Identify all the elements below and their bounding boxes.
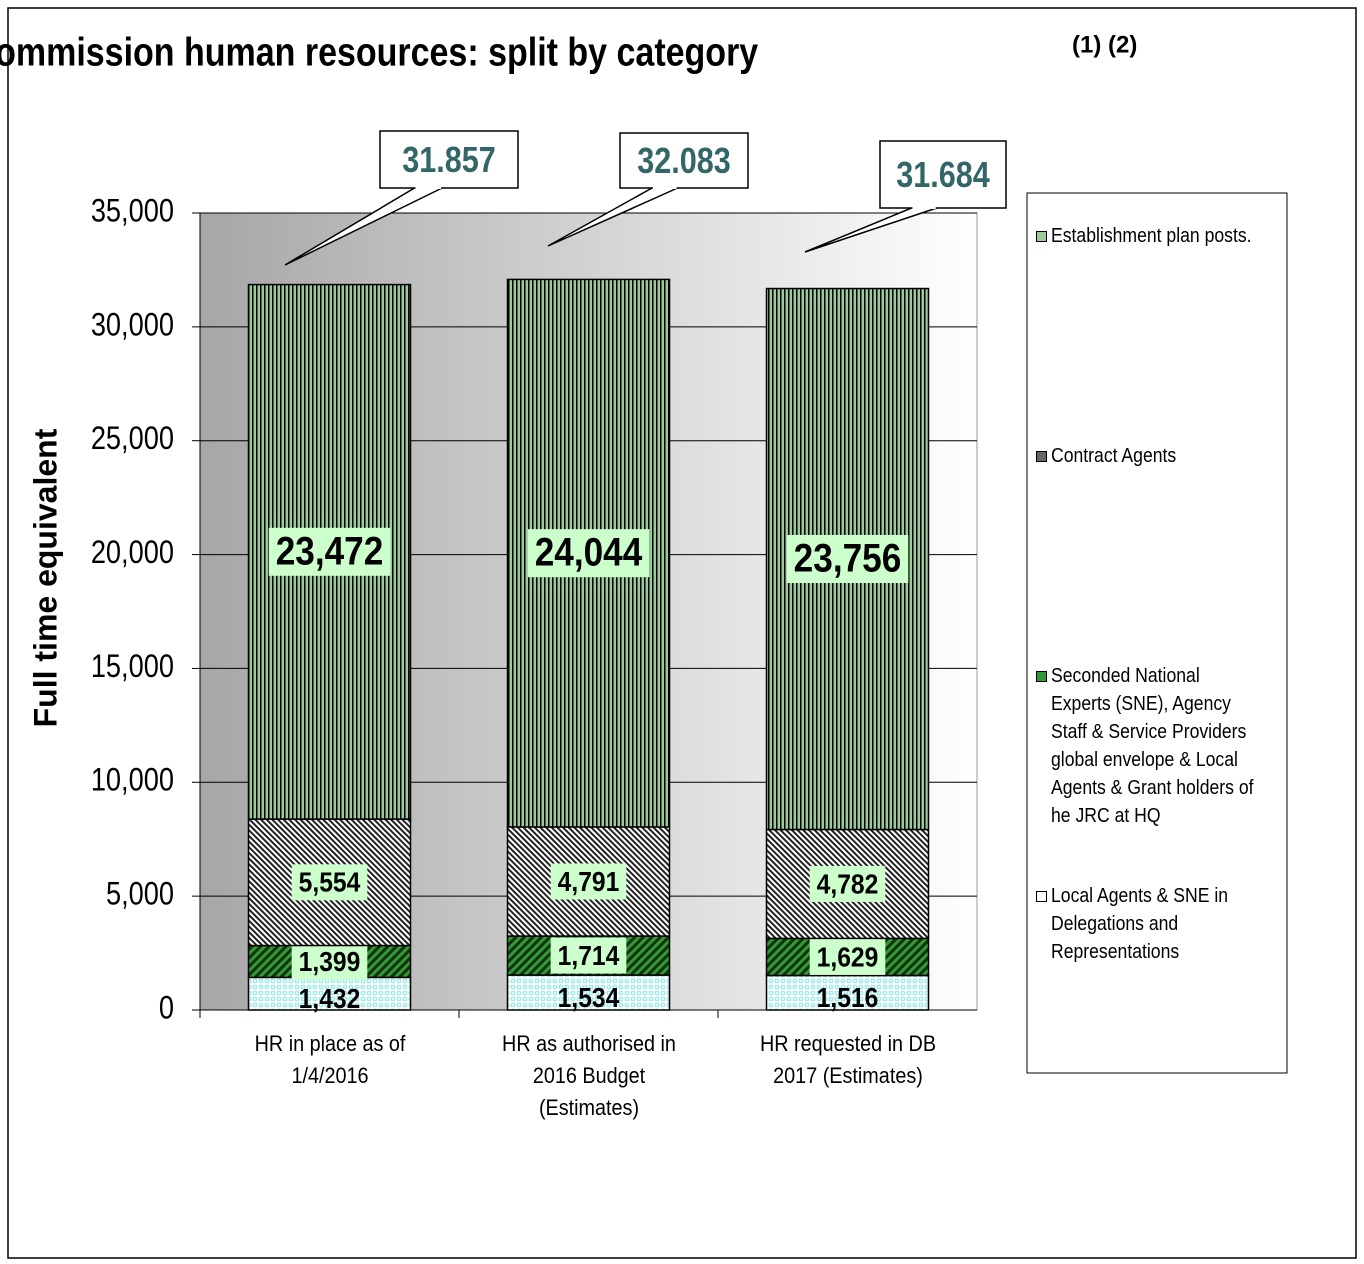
annotation: 32.083 — [637, 142, 731, 182]
y-axis-label: Full time equivalent — [27, 428, 63, 727]
bar-segment — [506, 974, 671, 1011]
legend-swatch — [1036, 891, 1047, 902]
callout-pointer — [804, 207, 937, 253]
legend-swatch — [1036, 231, 1047, 242]
value-label: 1,516 — [817, 982, 879, 1014]
legend-label: Local Agents & SNE in Delegations and Re… — [1051, 885, 1229, 963]
value-label-group: 23,756 — [786, 535, 909, 584]
title-note: (1) (2) — [1072, 31, 1137, 58]
annotation: 31.857 — [402, 141, 496, 181]
value-label-group: 4,782 — [809, 865, 886, 902]
value-label-bg — [291, 943, 368, 980]
value-label-bg — [809, 938, 886, 975]
legend-swatch — [1036, 451, 1047, 462]
legend-entry: Establishment plan posts. — [1036, 222, 1286, 250]
y-tick-label: 0 — [159, 990, 174, 1026]
legend-label: Establishment plan posts. — [1051, 225, 1252, 247]
x-tick-label: HR requested in DB 2017 (Estimates) — [759, 1031, 936, 1088]
annotation: 31.684 — [896, 156, 990, 196]
frame — [7, 7, 1357, 1259]
y-tick-label: 25,000 — [91, 421, 174, 457]
value-label-group: 24,044 — [527, 529, 650, 578]
callout-pointer — [284, 187, 443, 266]
value-label: 23,472 — [276, 528, 384, 573]
legend-label: Contract Agents — [1051, 445, 1177, 467]
value-label: 4,791 — [558, 865, 620, 897]
value-label-bg — [268, 527, 391, 576]
bar-segment — [765, 974, 930, 1011]
y-tick-label: 15,000 — [91, 649, 174, 685]
value-label-bg — [291, 864, 368, 901]
value-label: 24,044 — [535, 530, 643, 575]
value-label-bg — [550, 863, 627, 900]
value-label: 1,432 — [299, 983, 361, 1015]
callout-pointer — [547, 187, 678, 247]
value-label-group: 1,714 — [550, 937, 627, 974]
y-tick-label: 5,000 — [106, 877, 174, 913]
value-label-group: 1,516 — [817, 982, 879, 1014]
value-label-bg — [527, 529, 650, 578]
value-label-group: 23,472 — [268, 527, 391, 576]
value-label-group: 1,534 — [558, 981, 620, 1013]
value-label: 4,782 — [817, 868, 879, 900]
y-tick-label: 10,000 — [91, 763, 174, 799]
y-tick-label: 35,000 — [91, 193, 174, 229]
callout-box — [619, 132, 749, 189]
x-tick-label: HR in place as of 1/4/2016 — [254, 1031, 405, 1088]
legend-entry: Seconded National Experts (SNE), Agency … — [1036, 662, 1286, 830]
legend-entry: Local Agents & SNE in Delegations and Re… — [1036, 882, 1286, 966]
legend-swatch — [1036, 671, 1047, 682]
legend-box — [1026, 192, 1288, 1074]
value-label: 5,554 — [299, 866, 361, 898]
value-label: 1,629 — [817, 941, 879, 973]
value-label-group: 1,399 — [291, 943, 368, 980]
callout-box — [879, 140, 1007, 209]
value-label-group: 1,432 — [299, 983, 361, 1015]
value-label: 1,534 — [558, 981, 620, 1013]
value-label-group: 1,629 — [809, 938, 886, 975]
legend-entry: Contract Agents — [1036, 442, 1286, 470]
value-label-bg — [786, 535, 909, 584]
value-label: 1,714 — [558, 939, 620, 971]
y-tick-label: 30,000 — [91, 307, 174, 343]
value-label-bg — [550, 937, 627, 974]
y-tick-label: 20,000 — [91, 535, 174, 571]
value-label: 1,399 — [299, 945, 361, 977]
value-label-group: 5,554 — [291, 864, 368, 901]
x-tick-label: HR as authorised in 2016 Budget (Estimat… — [501, 1031, 676, 1120]
value-label-bg — [809, 865, 886, 902]
bar-segment — [247, 976, 412, 1011]
chart-title: Commission human resources: split by cat… — [0, 29, 759, 74]
legend-label: Seconded National Experts (SNE), Agency … — [1051, 665, 1254, 827]
value-label-group: 4,791 — [550, 863, 627, 900]
callout-box — [379, 130, 519, 189]
value-label: 23,756 — [794, 535, 902, 580]
